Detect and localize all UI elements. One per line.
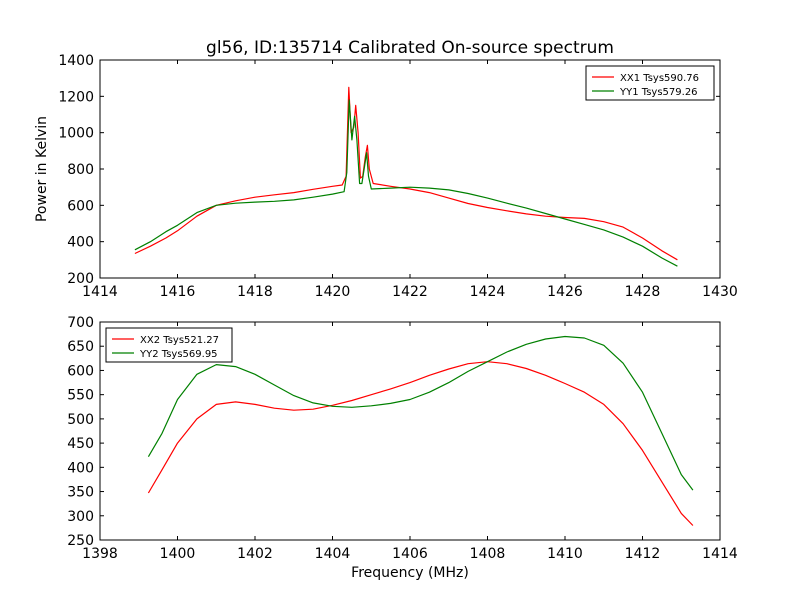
x-tick-label: 1408: [470, 546, 506, 562]
y-tick-label: 200: [67, 271, 94, 287]
series-line-2: [147, 335, 694, 491]
y-tick-label: 1200: [58, 89, 94, 105]
y-tick-label: 600: [67, 363, 94, 379]
bottom-plot: 1398 1400 1402 1404 1406 1408 1410 1412 1414 250 3…: [67, 315, 738, 562]
series-line-1: [147, 361, 694, 526]
y-tick-label: 400: [67, 460, 94, 476]
top-plot: 1414 1416 1418 1420 1422 1424 1426 1428 1430 200 4…: [34, 53, 738, 300]
x-tick-label: 1430: [702, 284, 738, 300]
legend-label: YY1 Tsys579.26: [619, 87, 698, 98]
legend: XX1 Tsys590.76 YY1 Tsys579.26: [585, 65, 715, 101]
x-tick-label: 1424: [470, 284, 506, 300]
y-tick-label: 350: [67, 485, 94, 501]
legend: XX2 Tsys521.27 YY2 Tsys569.95: [105, 327, 233, 363]
y-tick-label: 700: [67, 315, 94, 331]
x-tick-label: 1414: [82, 284, 118, 300]
legend-box: [585, 65, 715, 101]
x-tick-label: 1400: [160, 546, 196, 562]
x-tick-label: 1422: [392, 284, 428, 300]
x-tick-label: 1426: [547, 284, 583, 300]
x-tick-label: 1402: [237, 546, 273, 562]
x-tick-label: 1418: [237, 284, 273, 300]
legend-label: XX2 Tsys521.27: [140, 335, 219, 346]
x-tick-label: 1420: [315, 284, 351, 300]
legend-label: XX1 Tsys590.76: [620, 73, 699, 84]
x-tick-label: 1416: [160, 284, 196, 300]
series-line-2: [134, 99, 678, 267]
y-tick-label: 250: [67, 533, 94, 549]
x-tick-label: 1428: [625, 284, 661, 300]
x-tick-label: 1410: [547, 546, 583, 562]
x-tick-label: 1398: [82, 546, 118, 562]
y-tick-label: 450: [67, 436, 94, 452]
x-axis-label: Frequency (MHz): [351, 565, 469, 581]
x-tick-label: 1406: [392, 546, 428, 562]
y-tick-label: 1400: [58, 53, 94, 69]
y-tick-label: 300: [67, 509, 94, 525]
y-tick-label: 650: [67, 339, 94, 355]
y-tick-label: 1000: [58, 126, 94, 142]
y-tick-label: 550: [67, 388, 94, 404]
y-tick-label: 600: [67, 198, 94, 214]
x-tick-label: 1414: [702, 546, 738, 562]
legend-label: YY2 Tsys569.95: [139, 349, 218, 360]
y-tick-label: 500: [67, 412, 94, 428]
y-tick-label: 800: [67, 162, 94, 178]
y-axis-label: Power in Kelvin: [34, 116, 50, 222]
series-line-1: [134, 86, 678, 261]
figure-title: gl56, ID:135714 Calibrated On-source spe…: [206, 38, 614, 58]
x-tick-label: 1412: [625, 546, 661, 562]
legend-box: [105, 327, 233, 363]
y-tick-label: 400: [67, 235, 94, 251]
x-tick-label: 1404: [315, 546, 351, 562]
